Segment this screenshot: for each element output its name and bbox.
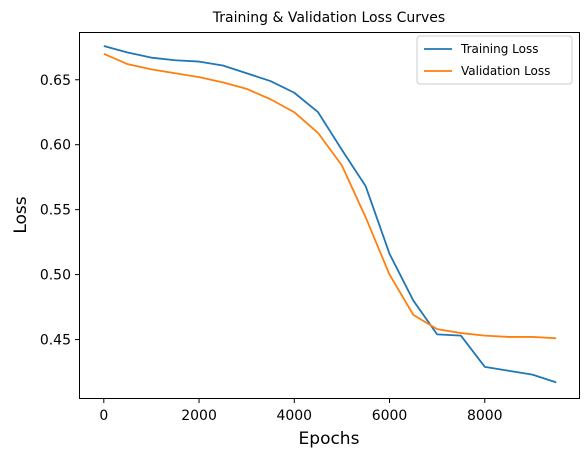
y-tick-label: 0.55 bbox=[40, 203, 71, 219]
series-line-training-loss bbox=[103, 45, 557, 384]
data-point-training-loss bbox=[531, 373, 533, 375]
legend-box bbox=[416, 35, 573, 85]
legend-label-training-loss: Training Loss bbox=[460, 42, 538, 56]
data-point-training-loss bbox=[293, 92, 295, 94]
data-point-training-loss bbox=[150, 56, 152, 58]
x-tick-label: 8000 bbox=[467, 408, 503, 424]
y-tick-label: 0.60 bbox=[40, 138, 71, 154]
data-point-training-loss bbox=[245, 72, 247, 74]
data-point-training-loss bbox=[269, 80, 271, 82]
data-point-training-loss bbox=[460, 334, 462, 336]
data-point-training-loss bbox=[222, 64, 224, 66]
data-point-training-loss bbox=[365, 185, 367, 187]
data-point-validation-loss bbox=[412, 314, 414, 316]
x-axis-label: Epochs bbox=[299, 429, 360, 449]
data-point-training-loss bbox=[198, 60, 200, 62]
data-point-validation-loss bbox=[174, 72, 176, 74]
data-point-validation-loss bbox=[245, 88, 247, 90]
data-point-training-loss bbox=[103, 45, 105, 47]
data-point-validation-loss bbox=[365, 216, 367, 218]
data-point-validation-loss bbox=[388, 273, 390, 275]
data-point-training-loss bbox=[507, 370, 509, 372]
data-point-training-loss bbox=[341, 149, 343, 151]
plot-frame bbox=[79, 32, 580, 399]
data-point-training-loss bbox=[126, 51, 128, 53]
legend-label-validation-loss: Validation Loss bbox=[461, 64, 550, 78]
data-point-validation-loss bbox=[293, 111, 295, 113]
x-tick-label: 0 bbox=[99, 408, 108, 424]
data-point-validation-loss bbox=[460, 332, 462, 334]
x-tick-label: 6000 bbox=[372, 408, 408, 424]
data-point-training-loss bbox=[555, 381, 557, 383]
data-point-validation-loss bbox=[555, 337, 557, 339]
data-point-training-loss bbox=[388, 253, 390, 255]
data-point-training-loss bbox=[412, 299, 414, 301]
data-point-training-loss bbox=[317, 111, 319, 113]
data-point-validation-loss bbox=[484, 334, 486, 336]
data-point-training-loss bbox=[484, 366, 486, 368]
data-point-validation-loss bbox=[222, 81, 224, 83]
data-point-validation-loss bbox=[103, 53, 105, 55]
y-tick-label: 0.65 bbox=[40, 73, 71, 89]
data-point-validation-loss bbox=[198, 76, 200, 78]
data-point-training-loss bbox=[436, 333, 438, 335]
data-point-validation-loss bbox=[341, 164, 343, 166]
data-point-validation-loss bbox=[150, 68, 152, 70]
y-tick-label: 0.45 bbox=[40, 333, 71, 349]
data-point-validation-loss bbox=[507, 336, 509, 338]
series-line-validation-loss bbox=[103, 52, 557, 340]
data-point-validation-loss bbox=[269, 98, 271, 100]
y-tick-label: 0.50 bbox=[40, 268, 71, 284]
y-axis-label: Loss bbox=[11, 196, 31, 233]
data-point-training-loss bbox=[174, 59, 176, 61]
legend: Training Loss Validation Loss bbox=[416, 35, 573, 85]
x-tick-label: 2000 bbox=[181, 408, 217, 424]
data-point-validation-loss bbox=[436, 328, 438, 330]
chart-title: Training & Validation Loss Curves bbox=[212, 10, 445, 26]
data-point-validation-loss bbox=[531, 336, 533, 338]
data-point-validation-loss bbox=[317, 132, 319, 134]
data-point-validation-loss bbox=[126, 63, 128, 65]
x-tick-label: 4000 bbox=[276, 408, 312, 424]
